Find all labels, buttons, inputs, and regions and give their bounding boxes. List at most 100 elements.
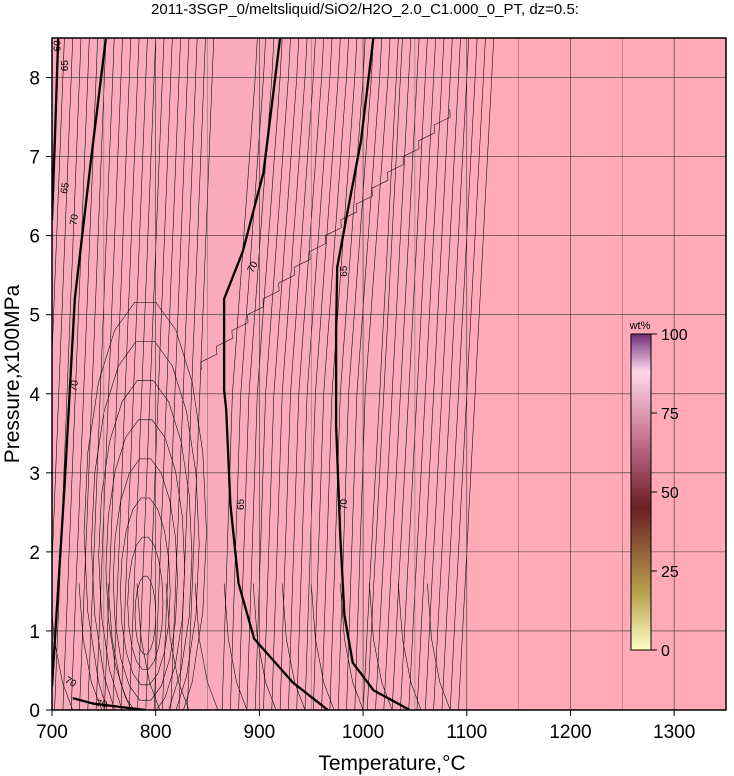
minor-contour-loop bbox=[120, 497, 171, 686]
minor-contour-line bbox=[263, 38, 300, 710]
contour-label: 65 bbox=[236, 498, 247, 510]
minor-contour-line bbox=[246, 38, 283, 710]
minor-contour-line bbox=[310, 583, 335, 710]
minor-contour-line bbox=[52, 607, 73, 710]
minor-contour-line bbox=[398, 583, 422, 710]
colorbar-gradient bbox=[630, 333, 652, 651]
y-tick-label: 7 bbox=[29, 148, 40, 169]
y-tick-label: 0 bbox=[29, 701, 40, 722]
minor-contour-line bbox=[187, 38, 215, 710]
colorbar-tick-label: 25 bbox=[661, 564, 679, 581]
minor-contour-line bbox=[416, 38, 453, 710]
plot-frame bbox=[51, 37, 727, 711]
major-contour-65 bbox=[52, 38, 60, 220]
minor-contour-line bbox=[383, 38, 420, 710]
minor-contour-line bbox=[433, 38, 470, 710]
minor-contour-line bbox=[137, 38, 165, 710]
contour-label: 65 bbox=[59, 181, 72, 194]
minor-contour-line bbox=[288, 38, 324, 710]
colorbar-tick-label: 100 bbox=[661, 327, 688, 344]
major-contour-70 bbox=[52, 38, 108, 687]
x-axis: 700 800 900 1000 1100 1200 1300 bbox=[36, 710, 695, 743]
minor-contour-line bbox=[165, 583, 190, 710]
minor-contour-line bbox=[346, 38, 382, 710]
x-tick-label: 900 bbox=[244, 722, 276, 743]
colorbar-tick-label: 0 bbox=[661, 643, 670, 660]
minor-contour-line bbox=[441, 38, 478, 710]
minor-contour-line bbox=[194, 583, 219, 710]
minor-contour-line bbox=[54, 38, 82, 710]
minor-contour-line bbox=[458, 38, 494, 710]
minor-contour-line bbox=[223, 583, 248, 710]
minor-contours bbox=[52, 38, 726, 710]
contour-label: 70 bbox=[68, 379, 81, 392]
minor-contour-line bbox=[145, 38, 173, 710]
y-tick-label: 8 bbox=[29, 69, 40, 90]
y-tick-label: 5 bbox=[29, 306, 40, 327]
y-axis-label: Pressure,x100MPa bbox=[1, 284, 24, 463]
minor-contour-line bbox=[254, 38, 291, 710]
contour-labels: 60 65 65 70 70 70 70 70 65 65 70 bbox=[53, 40, 350, 711]
minor-contour-line bbox=[221, 38, 258, 710]
minor-contour-loop bbox=[112, 458, 178, 701]
minor-contour-line bbox=[296, 38, 333, 710]
colorbar-tick-label: 50 bbox=[661, 485, 679, 502]
contour-label: 60 bbox=[53, 40, 64, 52]
minor-contour-line bbox=[337, 38, 374, 710]
contour-label: 65 bbox=[60, 60, 71, 72]
contour-label: 70 bbox=[63, 675, 79, 690]
minor-contour-loop bbox=[83, 302, 207, 710]
minor-contour-line bbox=[449, 38, 486, 710]
minor-contour-line bbox=[252, 583, 277, 710]
colorbar-label: wt% bbox=[629, 320, 651, 332]
major-contour-70 bbox=[72, 696, 146, 710]
minor-contour-line bbox=[313, 38, 349, 710]
contour-label: 70 bbox=[68, 213, 81, 226]
colorbar: wt% 0 25 50 75 100 bbox=[629, 320, 688, 660]
minor-contour-line bbox=[162, 38, 190, 710]
minor-contour-line bbox=[104, 38, 132, 710]
minor-contour-line bbox=[230, 38, 266, 710]
minor-contour-line bbox=[107, 583, 132, 710]
minor-contour-line bbox=[62, 38, 90, 710]
contour-label: 70 bbox=[95, 698, 108, 711]
y-tick-label: 1 bbox=[29, 622, 40, 643]
minor-contour-line bbox=[78, 583, 103, 710]
minor-contour-line bbox=[120, 38, 148, 710]
x-tick-label: 800 bbox=[140, 722, 172, 743]
minor-contour-loop bbox=[105, 419, 185, 710]
y-axis: 0 1 2 3 4 5 6 7 8 bbox=[29, 69, 52, 722]
y-tick-label: 4 bbox=[29, 385, 40, 406]
x-tick-label: 1100 bbox=[446, 722, 487, 743]
subsolidus-region bbox=[466, 38, 726, 710]
x-tick-label: 1200 bbox=[549, 722, 591, 743]
minor-contour-line bbox=[79, 38, 107, 710]
minor-contour-line bbox=[375, 38, 412, 710]
y-tick-label: 6 bbox=[29, 227, 40, 248]
major-contour-70 bbox=[222, 38, 329, 710]
phase-boundary-line bbox=[200, 109, 451, 371]
x-axis-label: Temperature,°C bbox=[318, 752, 465, 775]
chart-title: 2011-3SGP_0/meltsliquid/SiO2/H2O_2.0_C1.… bbox=[151, 1, 579, 18]
major-contour-65 bbox=[334, 38, 411, 710]
minor-contour-line bbox=[362, 38, 399, 710]
x-tick-label: 1000 bbox=[342, 722, 384, 743]
minor-contour-line bbox=[391, 38, 428, 710]
minor-contour-line bbox=[112, 38, 140, 710]
minor-contour-line bbox=[369, 583, 393, 710]
minor-contour-loop bbox=[134, 575, 156, 655]
minor-contour-line bbox=[329, 38, 366, 710]
minor-contour-line bbox=[153, 38, 181, 710]
minor-contour-line bbox=[354, 38, 391, 710]
y-tick-label: 2 bbox=[29, 543, 40, 564]
minor-contour-line bbox=[52, 38, 73, 573]
minor-contour-line bbox=[281, 583, 306, 710]
major-contours bbox=[52, 38, 411, 710]
minor-contour-line bbox=[136, 583, 161, 710]
minor-contour-line bbox=[321, 38, 358, 710]
colorbar-tick-label: 75 bbox=[661, 406, 679, 423]
minor-contour-line bbox=[304, 38, 341, 710]
minor-contour-line bbox=[340, 583, 364, 710]
contour-label: 70 bbox=[246, 259, 261, 275]
